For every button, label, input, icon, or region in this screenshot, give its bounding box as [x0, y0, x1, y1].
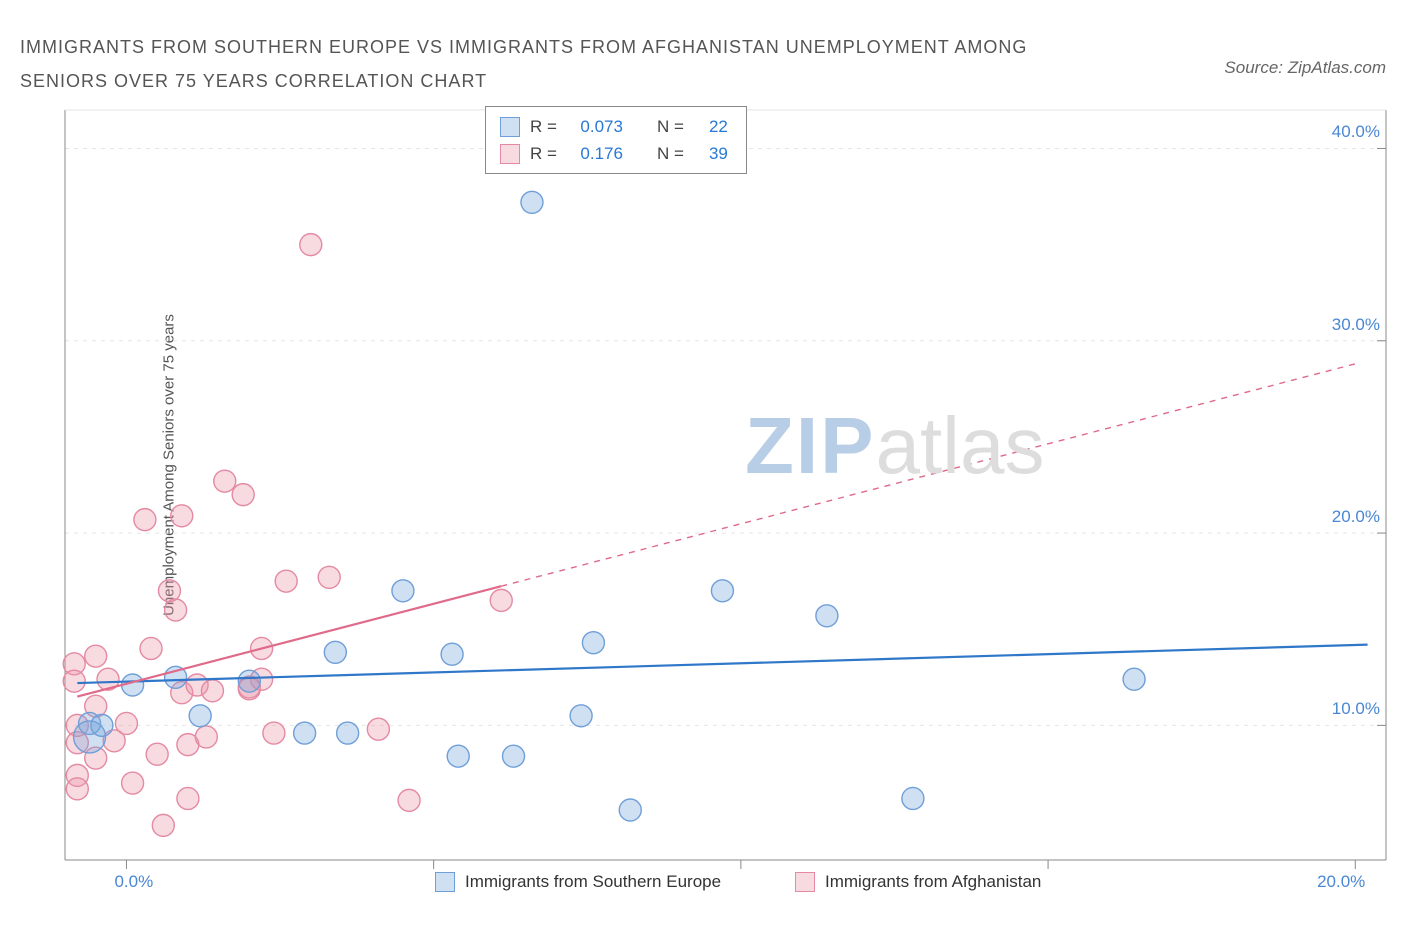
chart-title: IMMIGRANTS FROM SOUTHERN EUROPE VS IMMIG… — [20, 30, 1120, 98]
n-label: N = — [657, 140, 684, 167]
x-tick-label: 0.0% — [114, 872, 153, 892]
legend-swatch — [500, 117, 520, 137]
r-label: R = — [530, 140, 557, 167]
stats-legend-box: R = 0.073 N = 22 R = 0.176 N = 39 — [485, 106, 747, 174]
series-legend-label: Immigrants from Afghanistan — [825, 872, 1041, 892]
source-attribution: Source: ZipAtlas.com — [1224, 58, 1386, 78]
n-value: 22 — [698, 113, 728, 140]
legend-swatch — [795, 872, 815, 892]
n-value: 39 — [698, 140, 728, 167]
stats-legend-row: R = 0.073 N = 22 — [500, 113, 732, 140]
n-label: N = — [657, 113, 684, 140]
chart-area: ZIPatlas R =0.073N =22R =0.176N =39 Immi… — [65, 110, 1386, 900]
chart-container: IMMIGRANTS FROM SOUTHERN EUROPE VS IMMIG… — [0, 0, 1406, 930]
y-tick-label: 10.0% — [1316, 699, 1380, 719]
r-label: R = — [530, 113, 557, 140]
y-tick-label: 40.0% — [1316, 122, 1380, 142]
series-legend-item: Immigrants from Afghanistan — [795, 872, 1041, 892]
header: IMMIGRANTS FROM SOUTHERN EUROPE VS IMMIG… — [20, 30, 1386, 98]
x-tick-label: 20.0% — [1305, 872, 1365, 892]
source-label: Source: — [1224, 58, 1283, 77]
series-legend-label: Immigrants from Southern Europe — [465, 872, 721, 892]
series-legend-item: Immigrants from Southern Europe — [435, 872, 721, 892]
legend-swatch — [500, 144, 520, 164]
scatter-plot-svg — [65, 110, 1386, 900]
legend-swatch — [435, 872, 455, 892]
r-value: 0.073 — [571, 113, 623, 140]
y-tick-label: 20.0% — [1316, 507, 1380, 527]
r-value: 0.176 — [571, 140, 623, 167]
stats-legend-row: R = 0.176 N = 39 — [500, 140, 732, 167]
y-tick-label: 30.0% — [1316, 315, 1380, 335]
source-name: ZipAtlas.com — [1288, 58, 1386, 77]
